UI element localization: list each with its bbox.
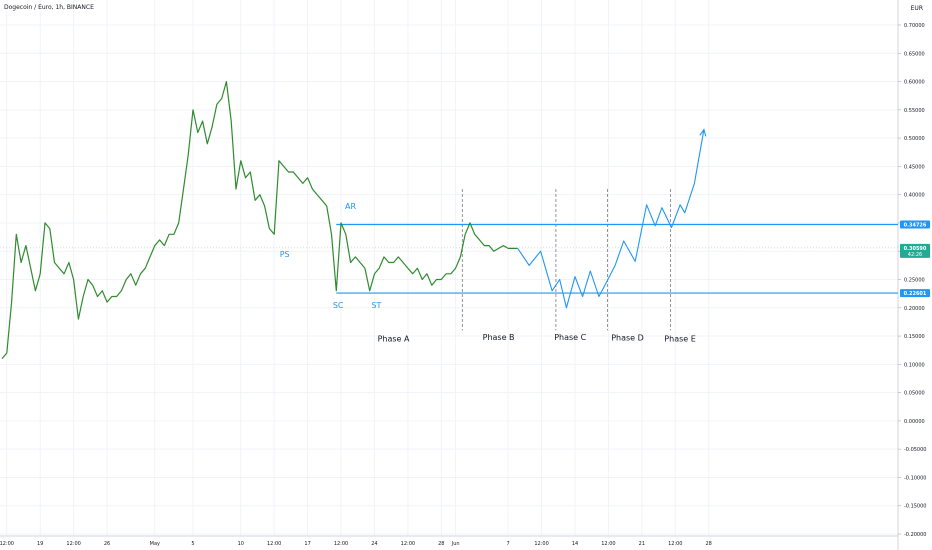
- level-price-badge-text: 0.22601: [904, 291, 927, 297]
- y-tick-label: 0.00000: [904, 419, 925, 425]
- y-tick-label: 0.25000: [904, 278, 925, 284]
- x-tick-label: 12:00: [267, 541, 281, 547]
- level-price-badge: [900, 220, 930, 229]
- x-tick-label: 7: [507, 541, 510, 547]
- phase-label: Phase B: [483, 333, 515, 342]
- projection-path: [517, 129, 705, 309]
- price-line: [1, 80, 518, 360]
- phase-label: Phase D: [611, 334, 644, 343]
- x-tick-label: 28: [438, 541, 444, 547]
- y-tick-label: 0.15000: [904, 334, 925, 340]
- y-tick-label: 0.65000: [904, 51, 925, 57]
- y-tick-label: -0.10000: [904, 475, 926, 481]
- current-price-badge: [900, 243, 930, 258]
- x-tick-label: 12:00: [401, 541, 415, 547]
- wyckoff-label: PS: [280, 250, 290, 259]
- y-tick-label: 0.55000: [904, 108, 925, 114]
- x-tick-label: 5: [191, 541, 194, 547]
- x-tick-label: 24: [371, 541, 377, 547]
- current-price-badge-text: 0.30590: [904, 246, 927, 252]
- phase-label: Phase C: [554, 333, 586, 342]
- x-tick-label: 14: [572, 541, 578, 547]
- x-tick-label: 12:00: [0, 541, 14, 547]
- level-price-badge-text: 0.34726: [904, 222, 927, 228]
- projection-arrowhead: [699, 128, 707, 137]
- wyckoff-label: AR: [345, 202, 356, 211]
- x-tick-label: 12:00: [334, 541, 348, 547]
- x-tick-label: 12:00: [668, 541, 682, 547]
- x-tick-label: 21: [639, 541, 645, 547]
- x-tick-label: 19: [37, 541, 43, 547]
- level-price-badge: [900, 289, 930, 298]
- y-tick-label: 0.40000: [904, 193, 925, 199]
- wyckoff-label: SC: [333, 301, 344, 310]
- x-tick-label: May: [150, 541, 160, 547]
- y-tick-label: 0.60000: [904, 80, 925, 86]
- y-tick-label: 0.50000: [904, 136, 925, 142]
- x-tick-label: 12:00: [66, 541, 80, 547]
- chart-title: Dogecoin / Euro, 1h, BINANCE: [4, 4, 94, 11]
- x-tick-label: 10: [238, 541, 244, 547]
- currency-label: EUR: [910, 5, 923, 12]
- y-tick-label: 0.10000: [904, 362, 925, 368]
- y-tick-label: -0.15000: [904, 504, 926, 510]
- y-tick-label: 0.05000: [904, 391, 925, 397]
- y-tick-label: 0.20000: [904, 306, 925, 312]
- current-price-badge-countdown: 42:26: [908, 252, 922, 258]
- x-tick-label: 12:00: [534, 541, 548, 547]
- x-tick-label: 28: [706, 541, 712, 547]
- x-tick-label: 12:00: [601, 541, 615, 547]
- x-tick-label: 17: [304, 541, 310, 547]
- y-tick-label: -0.05000: [904, 447, 926, 453]
- phase-label: Phase A: [378, 335, 410, 344]
- x-tick-label: Jun: [451, 541, 460, 547]
- phase-label: Phase E: [664, 335, 695, 344]
- x-tick-label: 26: [104, 541, 110, 547]
- y-tick-label: 0.70000: [904, 23, 925, 29]
- y-tick-label: 0.45000: [904, 164, 925, 170]
- wyckoff-label: ST: [371, 301, 381, 310]
- y-tick-label: -0.20000: [904, 532, 926, 538]
